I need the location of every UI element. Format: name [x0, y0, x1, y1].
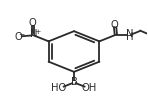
Text: H: H	[126, 32, 133, 42]
Text: O: O	[29, 18, 37, 28]
Text: HO: HO	[51, 83, 66, 93]
Text: O: O	[14, 32, 22, 42]
Text: O: O	[111, 20, 119, 30]
Text: N: N	[29, 29, 37, 39]
Text: N: N	[126, 29, 133, 39]
Text: +: +	[34, 29, 40, 36]
Text: B: B	[71, 77, 77, 87]
Text: −: −	[18, 32, 25, 38]
Text: OH: OH	[82, 83, 97, 93]
